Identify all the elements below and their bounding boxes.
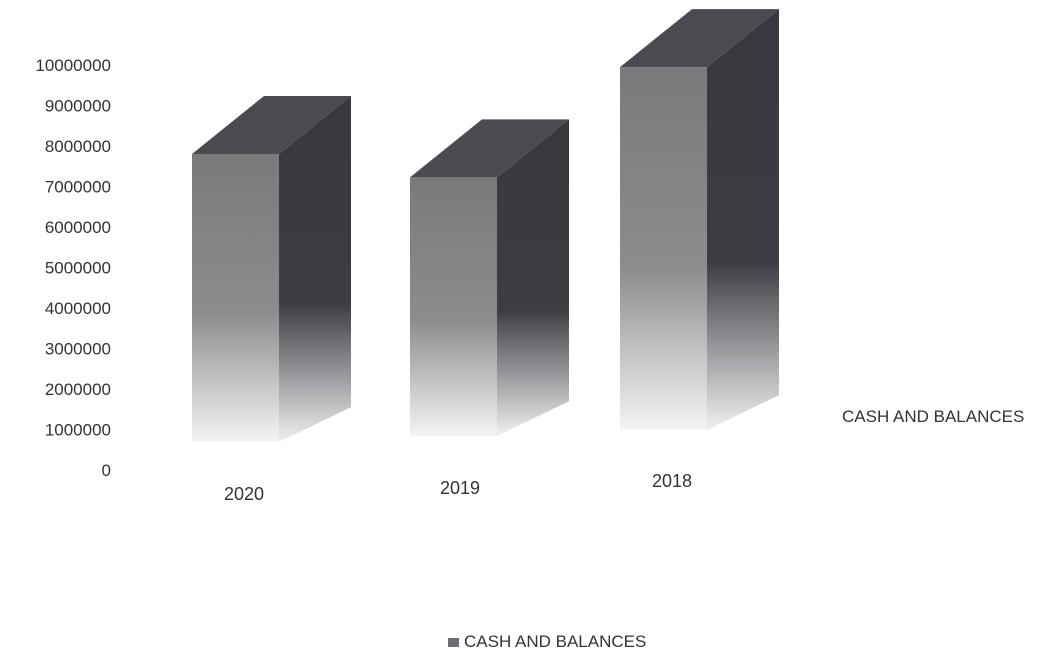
y-tick-label: 4000000 — [45, 299, 111, 318]
bar-front-face — [410, 177, 497, 436]
y-tick-label: 3000000 — [45, 340, 111, 359]
bar-2018 — [620, 9, 779, 430]
bar-side-face — [279, 95, 351, 442]
y-tick-label: 8000000 — [45, 137, 111, 156]
y-tick-label: 0 — [102, 461, 111, 480]
y-tick-label: 10000000 — [35, 56, 111, 75]
category-label-2018: 2018 — [652, 471, 692, 491]
bars-group — [192, 9, 779, 442]
legend-swatch — [448, 637, 459, 647]
bar-side-face — [707, 9, 779, 430]
y-tick-label: 9000000 — [45, 97, 111, 116]
bar-top-face — [192, 95, 351, 154]
bar-front-face — [192, 153, 279, 442]
category-label-2020: 2020 — [224, 484, 264, 504]
bar-side-face — [497, 119, 569, 436]
y-axis-tick-labels: 0 1000000 2000000 3000000 4000000 5000000 6000… — [35, 56, 111, 480]
y-tick-label: 6000000 — [45, 218, 111, 237]
legend-label: CASH AND BALANCES — [464, 632, 647, 651]
bar-front-face — [620, 67, 707, 430]
bar-2020 — [192, 95, 351, 442]
bar-2019 — [410, 119, 569, 436]
y-tick-label: 1000000 — [45, 421, 111, 440]
bar-top-face — [620, 9, 779, 68]
y-tick-label: 5000000 — [45, 259, 111, 278]
y-tick-label: 2000000 — [45, 380, 111, 399]
bar-top-face — [410, 119, 569, 178]
legend: CASH AND BALANCES — [448, 632, 646, 652]
category-label-2019: 2019 — [440, 478, 480, 498]
series-axis-label: CASH AND BALANCES — [842, 407, 1024, 426]
category-labels: 2020 2019 2018 — [224, 471, 692, 504]
y-tick-label: 7000000 — [45, 178, 111, 197]
